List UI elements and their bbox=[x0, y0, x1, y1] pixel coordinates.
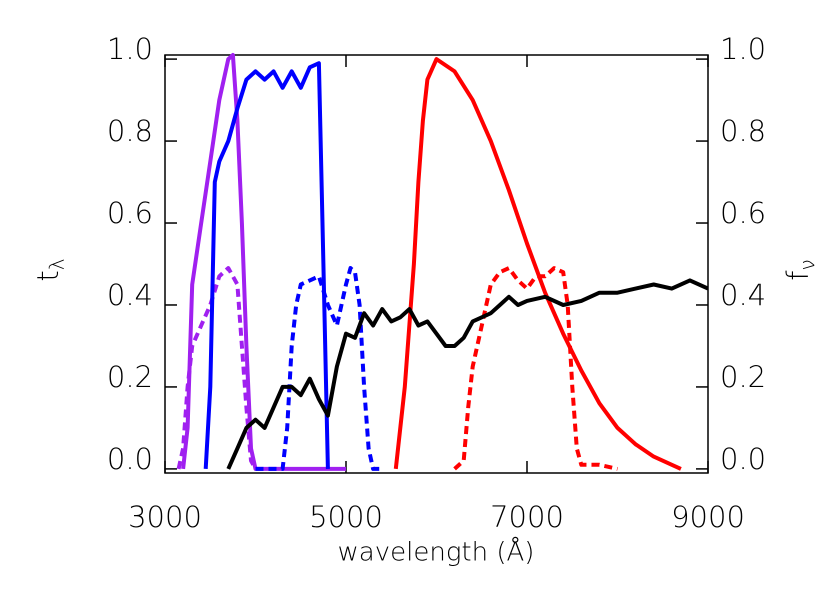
series-line bbox=[176, 266, 258, 470]
y2-axis-label: fν bbox=[781, 259, 819, 280]
y2-tick-label: 1.0 bbox=[720, 32, 766, 66]
x-tick-label: 5000 bbox=[309, 500, 383, 534]
y-tick-label: 0.6 bbox=[107, 196, 153, 230]
series-line bbox=[226, 278, 708, 470]
x-tick-label: 7000 bbox=[490, 500, 564, 534]
y-tick-label: 0.8 bbox=[107, 114, 153, 148]
x-tick-label: 3000 bbox=[128, 500, 202, 534]
y2-tick-label: 0.0 bbox=[720, 442, 766, 476]
y-tick-label: 0.2 bbox=[107, 360, 153, 394]
y2-tick-label: 0.6 bbox=[720, 196, 766, 230]
y2-tick-label: 0.4 bbox=[720, 278, 766, 312]
series-line bbox=[255, 266, 383, 471]
series-line bbox=[203, 61, 330, 470]
x-tick-label: 9000 bbox=[671, 500, 745, 534]
y2-label-sub: ν bbox=[795, 259, 819, 270]
y-label-sub: λ bbox=[45, 258, 69, 270]
series-line bbox=[453, 266, 618, 471]
y-tick-label: 0.4 bbox=[107, 278, 153, 312]
y2-tick-label: 0.2 bbox=[720, 360, 766, 394]
y2-tick-label: 0.8 bbox=[720, 114, 766, 148]
y-axis-label: tλ bbox=[31, 258, 69, 281]
x-axis-label: wavelength (Å) bbox=[338, 535, 535, 568]
series-line bbox=[393, 57, 682, 471]
y-label-main: t bbox=[31, 270, 65, 281]
y-tick-label: 1.0 bbox=[107, 32, 153, 66]
y-tick-label: 0.0 bbox=[107, 442, 153, 476]
y2-label-main: f bbox=[781, 270, 815, 281]
plot-frame bbox=[164, 54, 709, 474]
